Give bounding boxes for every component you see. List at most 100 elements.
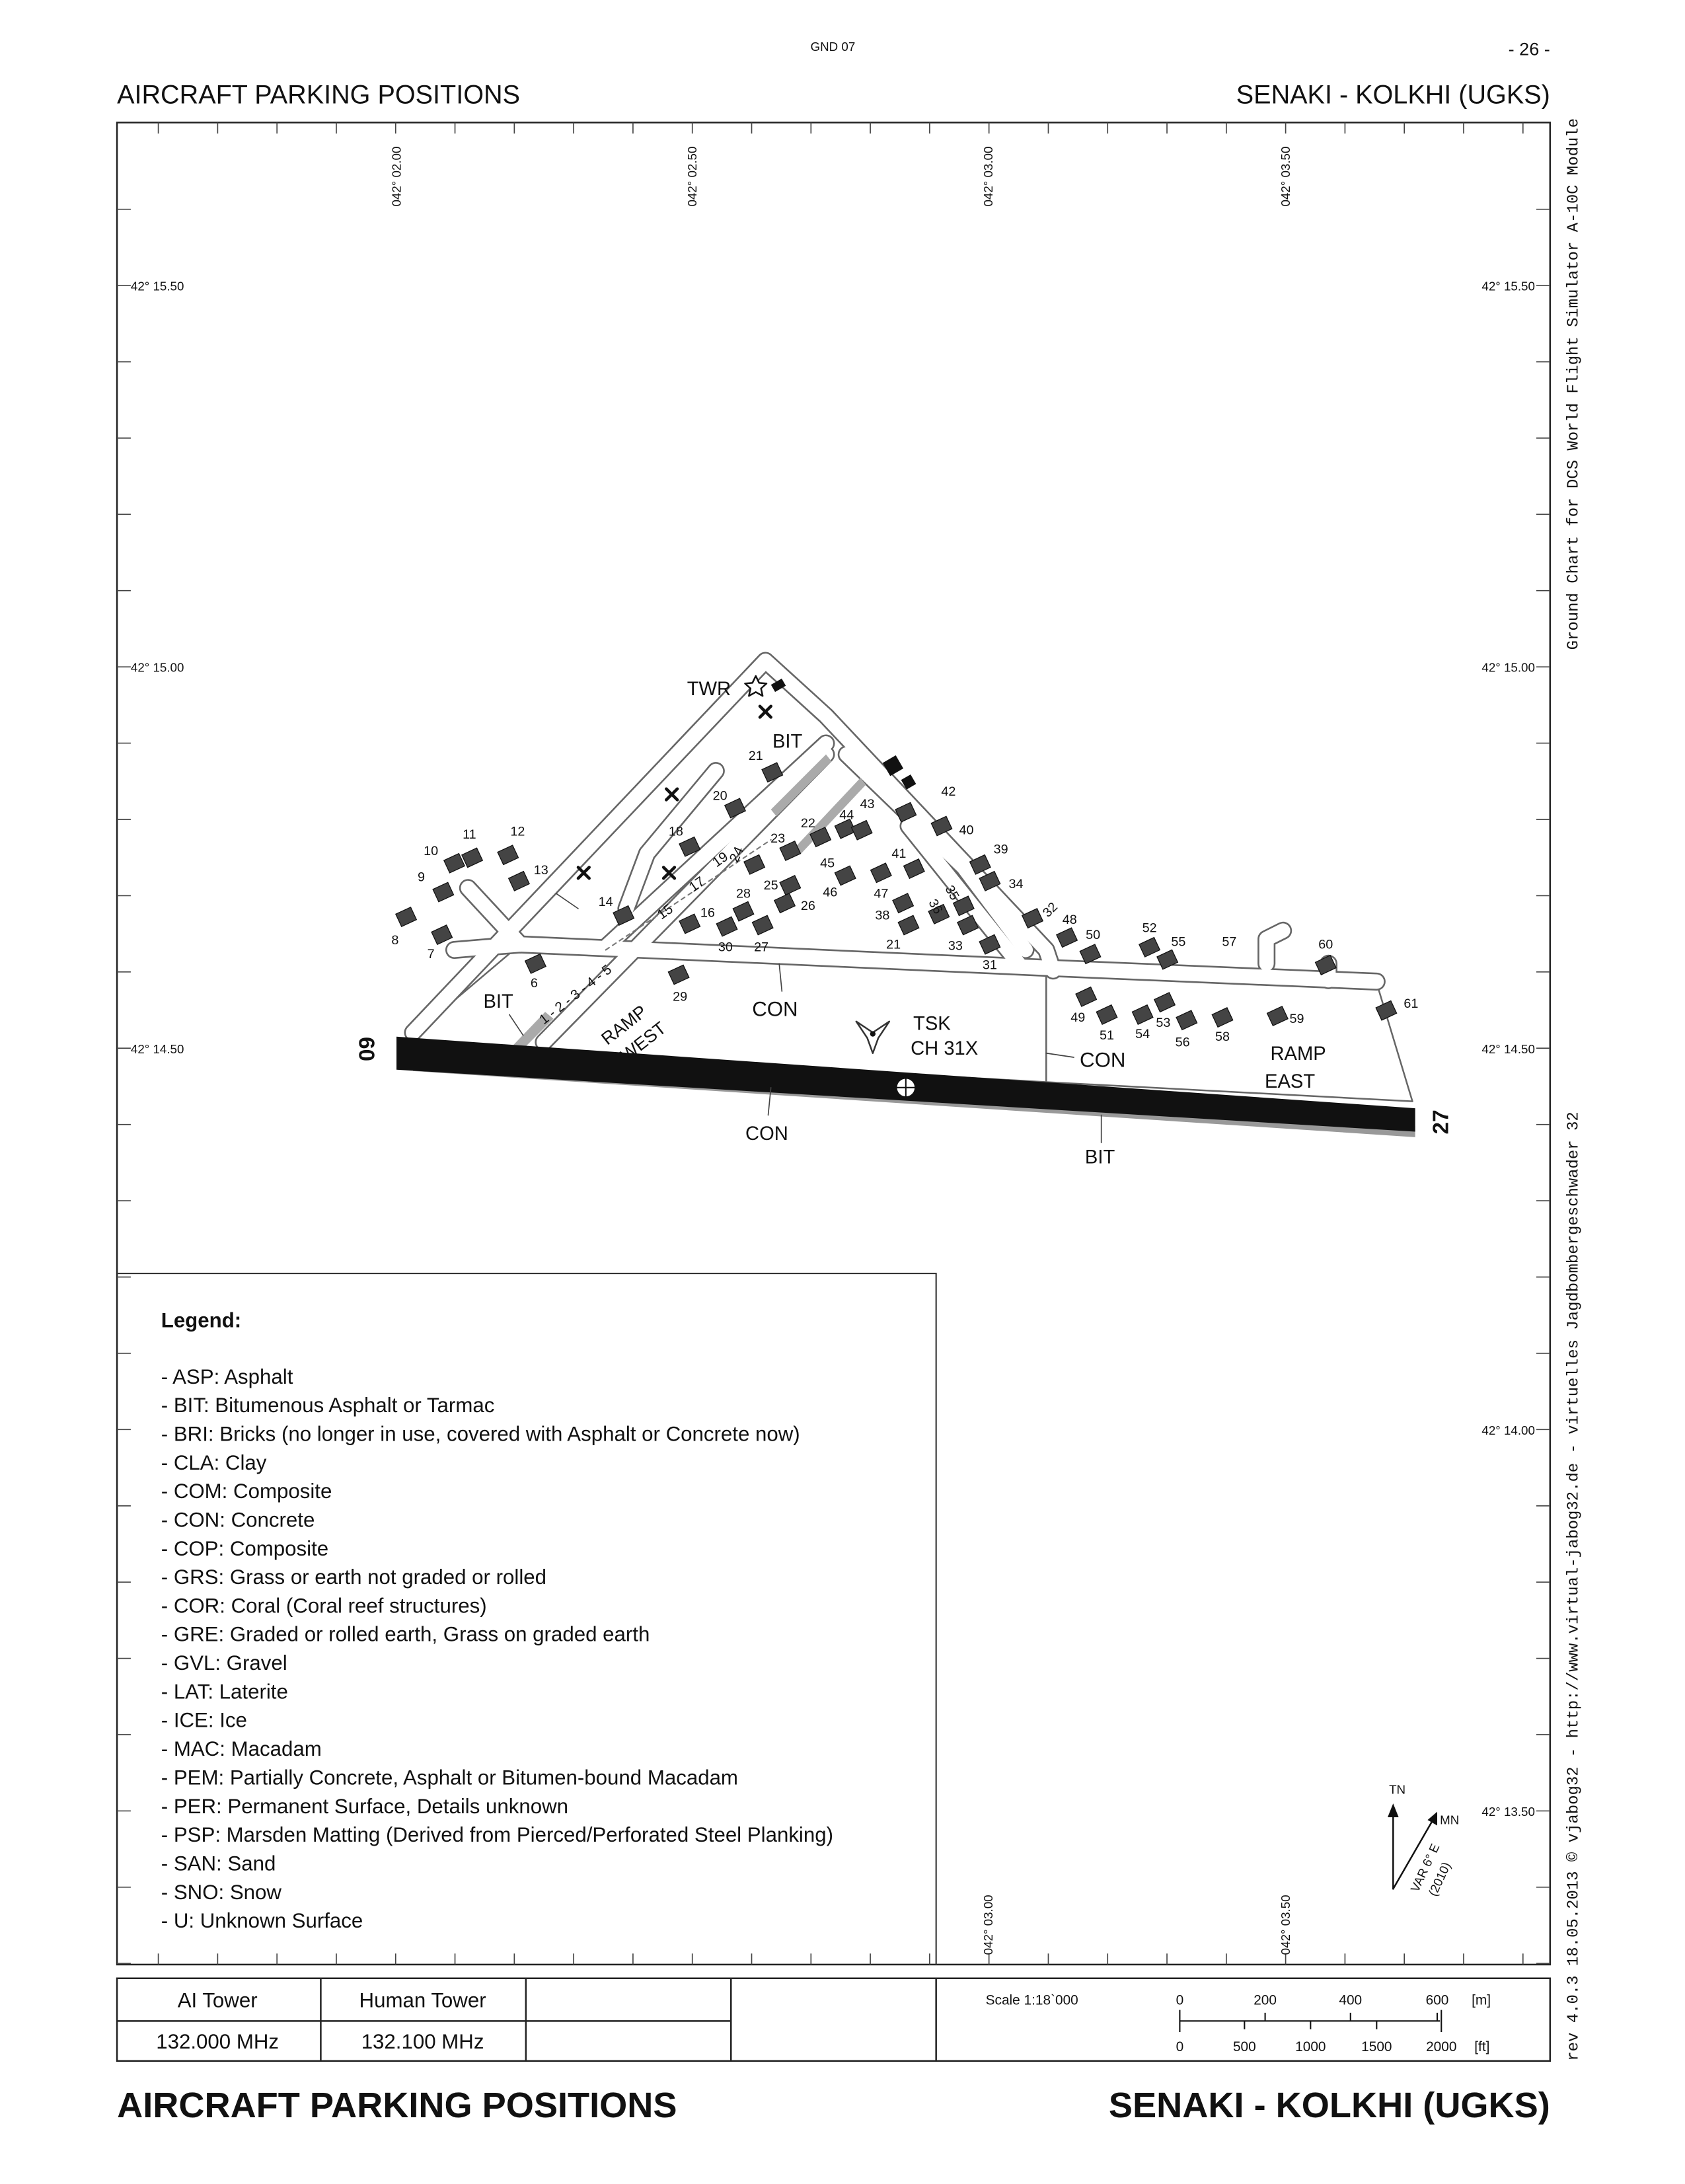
- legend-item: - BRI: Bricks (no longer in use, covered…: [161, 1422, 800, 1445]
- map-label: CON: [745, 1123, 788, 1145]
- stand-label: 22: [801, 816, 815, 831]
- stand-label: 18: [669, 825, 683, 839]
- stand-label: 42: [941, 784, 955, 799]
- stand-label: 61: [1404, 997, 1418, 1011]
- parking-stand: [892, 893, 915, 914]
- bit-strip: [512, 1012, 554, 1049]
- magnetic-north-arrow: [1392, 1816, 1436, 1890]
- footer-title-right: SENAKI - KOLKHI (UGKS): [1109, 2086, 1550, 2125]
- frequency-header: AI Tower: [178, 1989, 258, 2012]
- parking-stand: [761, 762, 784, 783]
- frequency-table: [116, 1977, 1552, 2062]
- longitude-label: 042° 03.00: [981, 1895, 995, 1955]
- parking-stand: [679, 913, 701, 934]
- stand-label: 27: [754, 940, 768, 955]
- parking-stand: [979, 934, 1001, 955]
- map-label: 27: [1429, 1110, 1454, 1134]
- map-label: CH 31X: [911, 1038, 978, 1059]
- tacan-dot: [870, 1031, 876, 1037]
- parking-stand: [979, 870, 1001, 891]
- parking-stand: [751, 915, 774, 936]
- stand-label: 59: [1289, 1012, 1304, 1026]
- map-label: BIT: [1085, 1147, 1115, 1168]
- parking-stand: [1075, 986, 1098, 1007]
- building: [882, 755, 904, 776]
- stand-label: 30: [718, 940, 733, 955]
- stand-label: 57: [1222, 934, 1236, 949]
- page-number: - 26 -: [1509, 38, 1550, 59]
- latitude-label: 42° 15.50: [131, 280, 184, 293]
- legend-item: - GRS: Grass or earth not graded or roll…: [161, 1565, 546, 1589]
- stand-label: 41: [891, 847, 906, 861]
- latitude-label: 42° 14.50: [1481, 1042, 1534, 1056]
- map-label: RAMP: [1270, 1043, 1326, 1065]
- side-text: rev 4.0.3 18.05.2013 © vjabog32 - http:/…: [1565, 1111, 1583, 2060]
- parking-stand: [395, 906, 418, 928]
- scale-label: 600: [1426, 1992, 1449, 2008]
- runway-center-cross: [895, 1077, 917, 1098]
- parking-stand: [1139, 936, 1161, 958]
- stand-label: 48: [1063, 913, 1077, 927]
- parking-stand: [443, 852, 466, 874]
- stand-label: 49: [1070, 1010, 1085, 1025]
- stand-label: 16: [700, 906, 715, 921]
- legend-title: Legend:: [161, 1308, 241, 1332]
- latitude-label: 42° 15.00: [131, 661, 184, 675]
- frequency-header: Human Tower: [359, 1989, 486, 2012]
- stand-label: 26: [801, 899, 815, 913]
- stand-label: 44: [839, 808, 854, 823]
- legend-item: - COP: Composite: [161, 1537, 328, 1560]
- parking-stand: [870, 862, 892, 884]
- parking-stand: [1131, 1004, 1154, 1025]
- parking-stand: [524, 953, 546, 974]
- map-label: BIT: [483, 991, 513, 1012]
- scale-label: 400: [1339, 1992, 1362, 2008]
- parking-stand: [431, 924, 453, 946]
- parking-stand: [679, 836, 701, 857]
- map-label: 09: [356, 1037, 380, 1061]
- parking-stand: [497, 845, 519, 866]
- map-label: CON: [1080, 1049, 1125, 1072]
- legend-item: - ASP: Asphalt: [161, 1365, 293, 1388]
- parking-stand: [1266, 1005, 1289, 1027]
- longitude-label: 042° 02.50: [685, 147, 699, 207]
- frequency-value: 132.100 MHz: [361, 2030, 484, 2053]
- true-north-head: [1388, 1803, 1399, 1817]
- parking-stand: [834, 818, 856, 839]
- legend-item: - PER: Permanent Surface, Details unknow…: [161, 1795, 568, 1818]
- legend-item: - PEM: Partially Concrete, Asphalt or Bi…: [161, 1766, 738, 1789]
- stand-label: 43: [860, 797, 874, 811]
- stand-label: 54: [1135, 1027, 1150, 1041]
- legend-item: - COM: Composite: [161, 1480, 332, 1503]
- parking-stand: [1375, 1000, 1398, 1021]
- latitude-label: 42° 14.00: [1481, 1423, 1534, 1437]
- scale-unit: [ft]: [1474, 2039, 1489, 2054]
- stand-label: 58: [1215, 1030, 1230, 1044]
- scale-title: Scale 1:18`000: [986, 1992, 1078, 2008]
- stand-label: 21: [886, 937, 901, 952]
- parking-stand: [1056, 927, 1078, 948]
- stand-label: 7: [428, 947, 435, 961]
- stand-label: 11: [463, 827, 476, 842]
- legend-item: - CLA: Clay: [161, 1451, 267, 1474]
- map-label: TWR: [687, 679, 731, 700]
- parking-stand: [743, 854, 766, 875]
- stand-label: 10: [424, 844, 438, 858]
- stand-label: 50: [1086, 928, 1100, 942]
- map-frame: [116, 122, 1552, 1966]
- legend-box: [117, 1273, 937, 1965]
- scale-label: 0: [1176, 2039, 1184, 2054]
- stand-label: 23: [770, 831, 785, 846]
- parking-stand: [667, 964, 690, 985]
- legend-item: - GVL: Gravel: [161, 1651, 287, 1675]
- parking-stand: [461, 847, 484, 868]
- parking-stand: [507, 870, 530, 891]
- parking-stand: [903, 858, 925, 880]
- magnetic-north-head: [1427, 1811, 1437, 1826]
- frequency-value: 132.000 MHz: [156, 2030, 279, 2053]
- airfield: [396, 652, 1437, 1890]
- taxiway: [406, 654, 1384, 1050]
- header-code: GND 07: [811, 40, 856, 54]
- parking-stand: [724, 798, 747, 819]
